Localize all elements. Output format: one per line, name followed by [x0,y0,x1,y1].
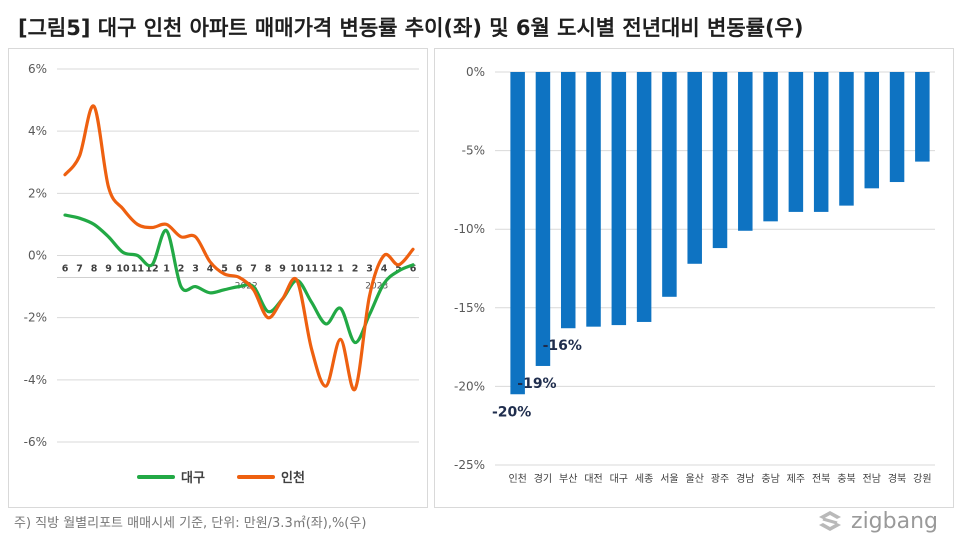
bar-광주 [712,72,728,249]
bar-전북 [813,72,829,212]
bar-인천 [510,72,525,395]
x-tick-label: 11 [131,264,144,275]
x-tick-label: 9 [105,264,112,275]
x-tick-label: 경남 [736,472,754,485]
series-line-인천 [63,104,415,392]
x-tick-label: 제주 [787,473,805,485]
bar-대전 [586,72,601,327]
x-tick-label: 12 [319,264,332,275]
bar-울산 [687,72,702,264]
legend-label: 인천 [281,470,305,486]
x-tick-label: 6 [62,264,69,275]
legend-label: 대구 [181,471,205,486]
x-tick-label: 충남 [761,473,779,485]
x-tick-label: 7 [250,264,257,275]
bar-서울 [662,72,677,297]
x-tick-label: 11 [305,264,318,275]
x-tick-label: 4 [381,264,388,275]
y-tick-label: -25% [454,458,485,472]
x-tick-label: 강원 [913,473,931,485]
x-tick-label: 6 [236,264,243,275]
x-tick-label: 6 [410,264,417,275]
x-tick-label: 7 [76,264,83,275]
y-tick-label: -5% [462,144,485,158]
x-tick-label: 3 [366,264,373,275]
x-tick-label: 2 [178,264,185,275]
x-tick-label: 충북 [837,473,855,485]
footnote: 주) 직방 월별리포트 매매시세 기준, 단위: 만원/3.3㎡(좌),%(우) [14,516,367,531]
x-tick-label: 세종 [635,473,653,485]
brand-logo: zigbang [815,508,938,534]
y-tick-label: -4% [24,373,47,387]
x-tick-label: 10 [116,264,130,275]
line-chart-panel: 6% 4% 2% 0% -2% -4% -6% 6 7 8 9 10 11 12 1 2 3 4 5 6 7 8 9 10 11… [8,48,428,508]
x-tick-label: 9 [279,264,286,275]
line-chart: 6%4%2%0%-2%-4%-6%6 7 8 9 10 11 12 1 2 3 4 5 6 7 8 9 10 11… [24,62,419,486]
y-tick-label: -10% [454,222,485,236]
bar-강원 [915,72,930,162]
y-tick-label: 2% [28,186,47,200]
data-label: -16% [543,338,582,354]
x-tick-label: 8 [265,264,272,275]
y-tick-label: -2% [24,311,47,325]
data-label: -19% [517,376,556,392]
y-tick-label: 0% [466,65,485,79]
x-tick-label: 2 [352,264,359,275]
bar-chart-panel: 0% -5% -10% -15% -20% -25% 인천 경기 부산 대전 대구 세종 서울 울산 광주 경… [434,48,954,508]
x-tick-label: 경기 [534,472,552,485]
bar-충남 [763,72,778,222]
bar-충북 [839,72,854,206]
x-tick-label: 5 [221,264,228,275]
x-tick-label: 전북 [812,473,830,485]
zigbang-logo-icon [819,511,842,531]
x-tick-label: 대구 [610,473,628,485]
bar-경남 [738,72,753,231]
bar-대구 [611,72,627,326]
brand-name: zigbang [851,508,938,534]
bar-경북 [889,72,905,183]
y-tick-label: -15% [454,301,485,315]
x-tick-label: 1 [163,264,170,275]
x-tick-label: 광주 [711,473,729,485]
bar-전남 [864,72,880,189]
x-tick-label: 10 [290,264,304,275]
x-tick-label: 4 [207,264,214,275]
x-tick-label: 경북 [888,472,906,485]
bar-부산 [560,72,576,329]
y-tick-label: 6% [28,62,47,76]
x-tick-label: 12 [145,264,158,275]
year-label: 2023 [365,282,388,292]
x-tick-label: 서울 [660,473,678,485]
x-tick-label: 8 [91,264,98,275]
y-tick-label: 4% [28,124,47,138]
bar-경기 [535,72,551,366]
x-tick-label: 대전 [584,473,602,485]
x-tick-label: 1 [337,264,344,275]
data-label: -20% [492,404,531,420]
y-tick-label: -20% [454,379,485,393]
y-tick-label: 0% [28,249,47,263]
y-tick-label: -6% [24,435,47,449]
bar-세종 [636,72,652,322]
x-tick-label: 울산 [686,473,704,485]
x-tick-label: 부산 [559,473,577,485]
x-tick-label: 3 [192,264,199,275]
bar-제주 [788,72,804,212]
x-tick-label: 전남 [863,473,881,485]
x-tick-label: 인천 [508,473,526,485]
page-title: [그림5] 대구 인천 아파트 매매가격 변동률 추이(좌) 및 6월 도시별 … [18,16,804,40]
bar-chart: 0% -5% -10% -15% -20% -25% 인천 경기 부산 대전 대구 세종 서울 울산 광주 경… [454,65,935,485]
x-tick-label: 5 [395,264,402,275]
series-line-대구 [63,213,415,345]
